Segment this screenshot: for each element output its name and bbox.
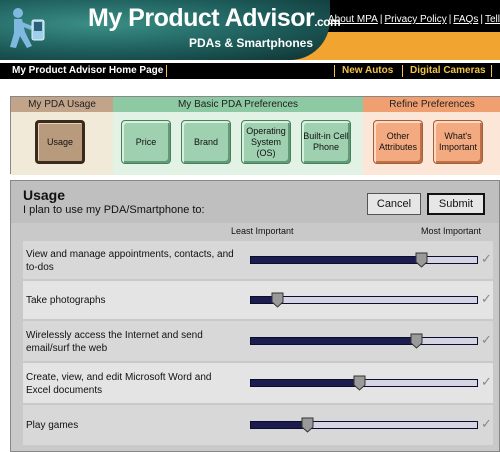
check-icon: ✓ [481,291,492,306]
scale-most-label: Most Important [421,226,482,236]
price-button[interactable]: Price [121,120,171,164]
nav-digital-cameras[interactable]: Digital Cameras [410,65,486,76]
usage-row: Take photographs ✓ [23,281,493,319]
basic-prefs-section: Price Brand Operating System (OS) Built-… [113,112,363,175]
whats-important-button[interactable]: What's Important [433,120,483,164]
nav-divider [166,65,167,77]
slider-thumb[interactable] [301,417,314,433]
slider-thumb[interactable] [415,252,428,268]
usage-header: Usage I plan to use my PDA/Smartphone to… [11,181,499,223]
link-privacy[interactable]: Privacy Policy [384,14,447,25]
importance-slider[interactable] [250,256,478,264]
usage-row: Wirelessly access the Internet and send … [23,321,493,361]
top-links: About MPA|Privacy Policy|FAQs|Tell A [328,14,500,25]
cell-phone-button[interactable]: Built-in Cell Phone [301,120,351,164]
row-label: Create, view, and edit Microsoft Word an… [26,372,212,396]
check-icon: ✓ [481,251,492,266]
nav-divider [334,65,335,77]
row-label: Wirelessly access the Internet and send … [26,330,203,354]
slider-thumb[interactable] [410,333,423,349]
site-header: My Product Advisor.com PDAs & Smartphone… [0,0,500,60]
slider-thumb[interactable] [271,292,284,308]
check-icon: ✓ [481,374,492,389]
importance-slider[interactable] [250,421,478,429]
other-attributes-button[interactable]: Other Attributes [373,120,423,164]
check-icon: ✓ [481,416,492,431]
usage-panel: Usage I plan to use my PDA/Smartphone to… [10,180,500,452]
brand-subtitle: PDAs & Smartphones [189,36,314,50]
row-label: Take photographs [26,295,106,306]
usage-button[interactable]: Usage [35,120,85,164]
header-logo-area: My Product Advisor.com PDAs & Smartphone… [0,0,341,60]
basic-prefs-heading: My Basic PDA Preferences [113,97,363,112]
usage-subtitle: I plan to use my PDA/Smartphone to: [23,204,205,216]
nav-divider [402,65,403,77]
usage-section: Usage [11,112,113,175]
submit-button[interactable]: Submit [427,193,485,215]
nav-home-link[interactable]: My Product Advisor Home Page [12,65,164,76]
link-faqs[interactable]: FAQs [453,14,479,25]
usage-title: Usage [23,187,66,203]
importance-slider[interactable] [250,296,478,304]
usage-row: Play games ✓ [23,405,493,445]
scale-least-label: Least Important [231,226,294,236]
brand-suffix: .com [314,15,341,29]
usage-row: Create, view, and edit Microsoft Word an… [23,363,493,403]
row-label: Play games [26,420,79,431]
usage-row: View and manage appointments, contacts, … [23,241,493,279]
nav-new-autos[interactable]: New Autos [342,65,394,76]
usage-heading: My PDA Usage [11,97,113,112]
check-icon: ✓ [481,332,492,347]
refine-section: Other Attributes What's Important [363,112,500,175]
preferences-panel: My PDA Usage My Basic PDA Preferences Re… [10,96,500,175]
os-button[interactable]: Operating System (OS) [241,120,291,164]
brand-button[interactable]: Brand [181,120,231,164]
slider-thumb[interactable] [353,375,366,391]
link-about[interactable]: About MPA [328,14,378,25]
nav-bar: My Product Advisor Home Page New Autos D… [0,60,500,82]
cancel-button[interactable]: Cancel [367,193,421,215]
brand-title[interactable]: My Product Advisor.com [88,4,341,32]
nav-divider [491,65,492,77]
refine-heading: Refine Preferences [363,97,500,112]
row-label: View and manage appointments, contacts, … [26,249,234,273]
link-tell-a-friend[interactable]: Tell A [484,14,500,25]
importance-slider[interactable] [250,337,478,345]
person-with-pda-icon [10,8,45,48]
